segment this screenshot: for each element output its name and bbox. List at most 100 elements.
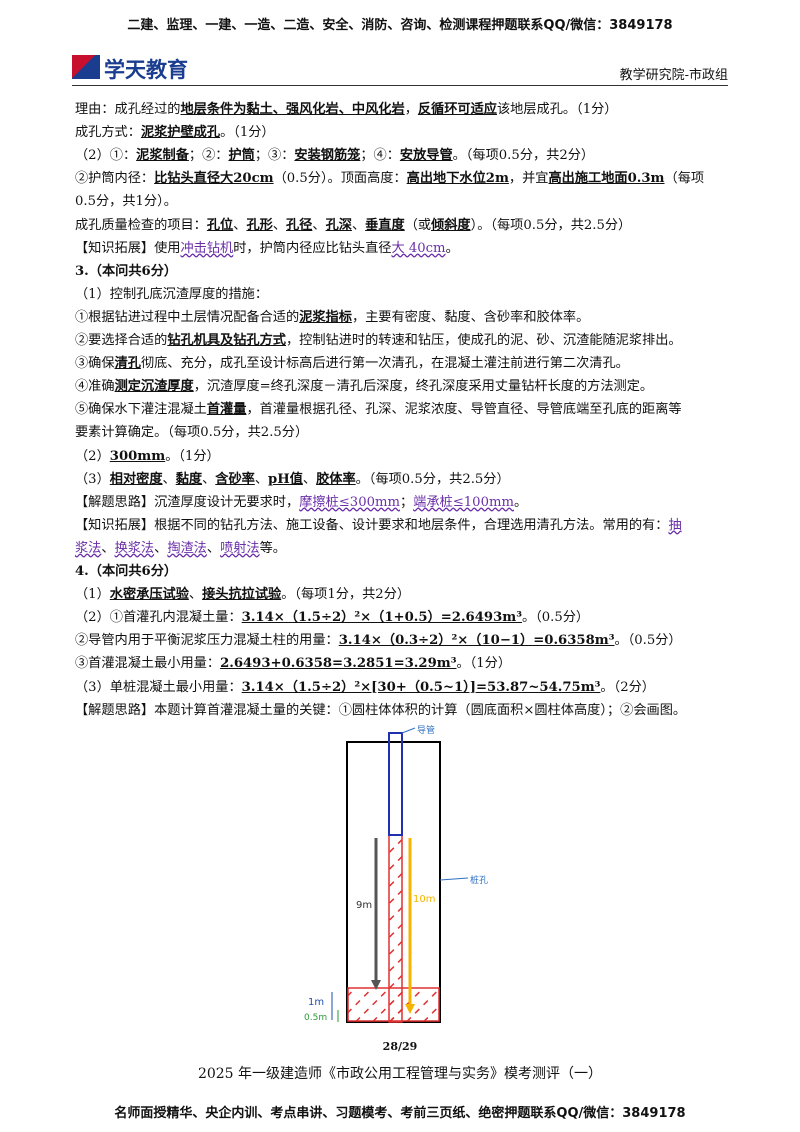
bottom-banner: 名师面授精华、央企内训、考点串讲、习题模考、考前三页纸、绝密押题联系QQ/微信：… (114, 1106, 686, 1121)
text-segment: 等。 (259, 540, 286, 556)
text-segment: 反循环可适应 (417, 102, 497, 117)
text-line: ①根据钻进过程中土层情况配备合适的泥浆指标，主要有密度、黏度、含砂率和胶体率。 (75, 308, 589, 328)
text-segment: 泥浆制备 (136, 148, 189, 164)
text-segment: 。（每项1分，共2分） (281, 587, 411, 603)
top-banner: 二建、监理、一建、一造、二造、安全、消防、咨询、检测课程押题联系QQ/微信：38… (127, 18, 673, 33)
text-segment: 0.5分，共1分）。 (75, 194, 177, 210)
text-line: 成孔质量检查的项目：孔位、孔形、孔径、孔深、垂直度（或倾斜度）。（每项0.5分，… (75, 216, 631, 236)
pipe-leader (401, 727, 416, 734)
text-segment: 高出施工地面0.3m (548, 171, 665, 187)
text-segment: 孔位 (206, 217, 234, 233)
text-line: （2）300mm。（1分） (75, 447, 220, 467)
dept: 教学研究院-市政组 (619, 68, 728, 83)
len-10m: 10m (413, 894, 435, 905)
text-segment: 清孔 (114, 356, 141, 372)
text-segment: 护筒 (228, 148, 255, 164)
pipe-concrete (388, 834, 403, 1023)
text-segment: 【解题思路】沉渣厚度设计无要求时， (75, 494, 300, 510)
text-segment: 大 40cm (391, 240, 446, 256)
text-segment: ，首灌量根据孔径、孔深、泥浆浓度、导管直径、导管底端至孔底的距离等 (246, 402, 682, 418)
text-segment: ，控制钻进时的转速和钻压，使成孔的泥、砂、沉渣能随泥浆排出。 (286, 333, 682, 348)
text-segment: ；④： (360, 148, 400, 164)
hole-leader (439, 877, 469, 881)
arrow-head (371, 980, 381, 990)
text-line: 【解题思路】本题计算首灌混凝土量的关键：①圆柱体体积的计算（圆底面积×圆柱体高度… (75, 701, 686, 721)
text-segment: ②护筒内径： (75, 171, 155, 187)
hole-label: 桩孔 (470, 874, 488, 886)
text-segment: 时，护筒内径应比钻头直径 (233, 240, 392, 256)
logo-text: 学天教育 (104, 58, 188, 82)
text-segment: 、 (202, 471, 216, 487)
text-segment: 高出地下水位2m (406, 171, 509, 187)
text-line: （2）①首灌孔内混凝土量：3.14×（1.5÷2）²×（1+0.5）=2.649… (75, 608, 589, 628)
pipe-label: 导管 (417, 724, 435, 736)
text-segment: 【解题思路】本题计算首灌混凝土量的关键：①圆柱体体积的计算（圆底面积×圆柱体高度… (75, 702, 687, 718)
text-line: 【解题思路】沉渣厚度设计无要求时，摩擦桩≤300mm；端承桩≤100mm。 (75, 493, 527, 513)
text-segment: 孔形 (246, 217, 273, 233)
text-segment: 安装钢筋笼 (294, 148, 361, 164)
text-line: ②导管内用于平衡泥浆压力混凝土柱的用量：3.14×（0.3÷2）²×（10−1）… (75, 631, 682, 651)
text-segment: 。（1分） (220, 125, 275, 141)
text-segment: 浆法 (75, 540, 102, 556)
text-segment: 。 (513, 494, 528, 510)
text-segment: 彻底、充分，成孔至设计标高后进行第一次清孔，在混凝土灌注前进行第二次清孔。 (140, 356, 629, 372)
text-segment: 。（1分） (165, 448, 220, 464)
text-segment: 。（1分） (456, 656, 512, 672)
text-segment: （1） (75, 587, 110, 603)
text-segment: 2.6493+0.6358=3.2851=3.29m³ (220, 656, 457, 672)
text-segment: 4.（本问共6分） (75, 564, 178, 579)
text-line: ②要选择合适的钻孔机具及钻孔方式，控制钻进时的转速和钻压，使成孔的泥、砂、沉渣能… (75, 331, 682, 351)
text-segment: 3.14×（0.3÷2）²×（10−1）=0.6358m³ (338, 633, 615, 649)
text-segment: 胶体率 (316, 471, 356, 487)
text-line: 要素计算确定。（每项0.5分，共2.5分） (75, 423, 308, 443)
text-segment: 、 (351, 217, 366, 233)
text-segment: 相对密度 (109, 471, 163, 487)
text-segment: （3） (75, 471, 110, 487)
text-segment: ⑤确保水下灌注混凝土 (75, 402, 207, 418)
text-segment: ，主要有密度、黏度、含砂率和胶体率。 (351, 309, 590, 325)
text-line: ③首灌混凝土最小用量：2.6493+0.6358=3.2851=3.29m³。（… (75, 654, 511, 674)
len-9m: 9m (356, 900, 372, 911)
text-segment: ； (399, 494, 414, 510)
text-segment: （或 (404, 217, 432, 233)
text-segment: （2）①首灌孔内混凝土量： (75, 610, 242, 626)
text-segment: 3.14×（1.5÷2）²×（1+0.5）=2.6493m³ (241, 610, 522, 626)
text-segment: 地层条件为黏土、强风化岩、中风化岩 (180, 102, 405, 117)
text-segment: （3）单桩混凝土最小用量： (75, 679, 242, 695)
arrow-head (405, 1004, 415, 1014)
text-segment: 成孔方式： (75, 125, 141, 141)
text-segment: 掏渣法 (167, 540, 207, 556)
text-segment: （2） (75, 448, 110, 464)
logo-icon (72, 55, 100, 79)
text-segment: ；②： (188, 148, 229, 164)
text-line: ③确保清孔彻底、充分，成孔至设计标高后进行第一次清孔，在混凝土灌注前进行第二次清… (75, 354, 629, 374)
text-segment: 接头抗拉试验 (202, 587, 282, 603)
text-line: （1）控制孔底沉渣厚度的措施： (75, 285, 268, 305)
text-segment: ③首灌混凝土最小用量： (75, 656, 221, 672)
footer-title: 2025 年一级建造师《市政公用工程管理与实务》模考测评（一） (197, 1066, 603, 1082)
text-line: （3）单桩混凝土最小用量：3.14×（1.5÷2）²×[30+（0.5~1）]=… (75, 678, 655, 698)
text-segment: ）。（每项0.5分，共2.5分） (470, 217, 632, 233)
text-segment: 3.（本问共6分） (75, 263, 178, 279)
header-rule (72, 85, 728, 86)
text-segment: 摩擦桩≤300mm (299, 494, 400, 510)
text-line: 3.（本问共6分） (75, 262, 177, 282)
text-segment: ③确保 (75, 356, 115, 372)
text-segment: 黏度 (175, 471, 203, 487)
text-segment: 该地层成孔。（1分） (497, 102, 618, 117)
text-segment: 孔径 (286, 217, 313, 233)
text-segment: ②要选择合适的 (75, 333, 168, 348)
text-segment: 、 (101, 540, 115, 556)
pipe (388, 732, 403, 836)
text-segment: 、 (312, 217, 326, 233)
text-segment: （1）控制孔底沉渣厚度的措施： (75, 286, 269, 302)
text-segment: 3.14×（1.5÷2）²×[30+（0.5~1）]=53.87~54.75m³ (241, 679, 601, 695)
text-line: （3）相对密度、黏度、含砂率、pH值、胶体率。（每项0.5分，共2.5分） (75, 470, 510, 490)
text-segment: 孔深 (325, 217, 352, 233)
text-segment: 、 (154, 540, 168, 556)
text-segment: 倾斜度 (431, 217, 471, 233)
text-line: 成孔方式：泥浆护壁成孔。（1分） (75, 123, 275, 143)
text-segment: ①根据钻进过程中土层情况配备合适的 (75, 309, 300, 325)
text-segment: ；③： (254, 148, 295, 164)
text-line: ②护筒内径：比钻头直径大20cm（0.5分）。顶面高度：高出地下水位2m，并宜高… (75, 169, 704, 189)
